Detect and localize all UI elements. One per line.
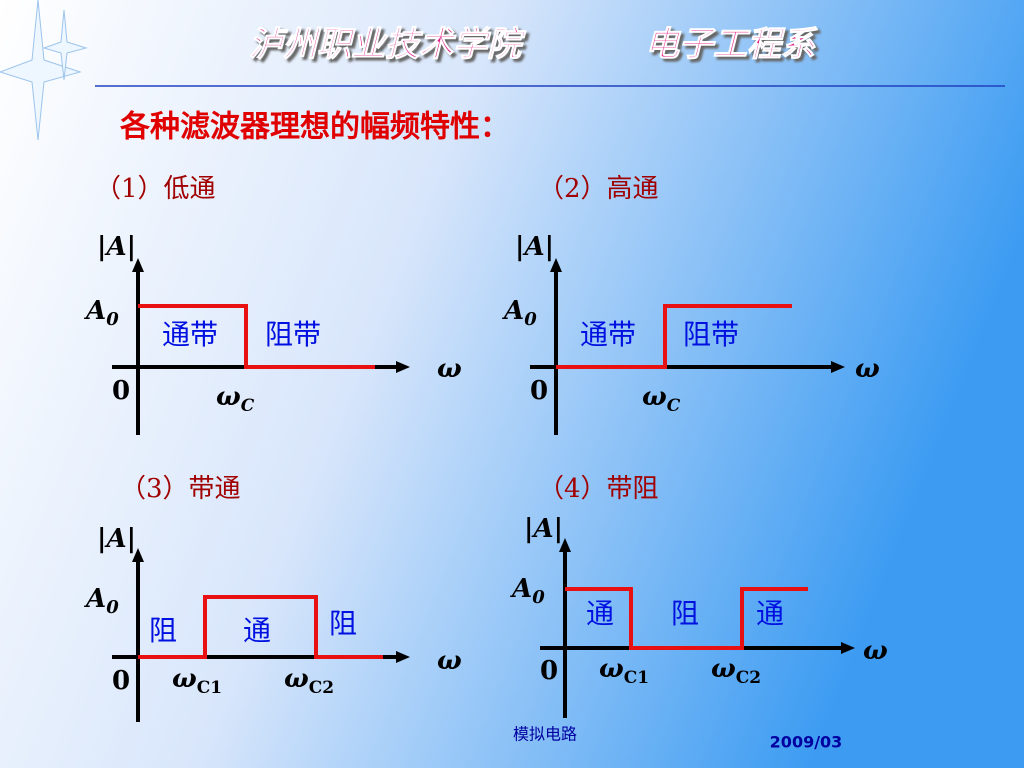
cutoff-label-sub: C	[241, 396, 255, 416]
level-label: A0	[83, 584, 119, 618]
region-label: 通带	[162, 318, 218, 351]
origin-label: 0	[540, 656, 558, 686]
y-label: |A|	[97, 524, 136, 554]
response-line	[565, 587, 808, 650]
panel-title: （1）低通	[95, 174, 216, 204]
level-label-base: A	[83, 296, 106, 326]
cutoff-label: ωC1	[599, 654, 649, 688]
region-label: 通带	[580, 318, 636, 351]
y-label: |A|	[524, 514, 563, 544]
cutoff-label-base: ω	[642, 382, 667, 412]
level-label-sub: 0	[524, 309, 537, 330]
region-label: 阻带	[683, 318, 739, 351]
panel-title: （2）高通	[538, 174, 659, 204]
origin-label: 0	[530, 376, 548, 406]
level-label-sub: 0	[106, 309, 119, 330]
origin-label: 0	[112, 666, 130, 696]
x-arrow	[841, 642, 855, 654]
y-arrow	[559, 538, 571, 552]
x-label: ω	[437, 646, 462, 676]
course: 模拟电路	[513, 725, 577, 744]
date: 2009/03	[770, 733, 843, 752]
sparkle	[0, 0, 88, 141]
region-label: 阻带	[265, 318, 321, 351]
cutoff-label-sub: C1	[624, 668, 649, 688]
cutoff-label: ωC2	[284, 664, 334, 698]
cutoff-label: ωC2	[711, 654, 761, 688]
x-arrow	[831, 361, 845, 373]
cutoff-label-base: ω	[599, 654, 624, 684]
response-line	[556, 304, 792, 369]
department: 电子工程系	[645, 25, 818, 65]
region-label: 通	[586, 597, 614, 630]
region-label: 阻	[671, 597, 699, 630]
heading: 各种滤波器理想的幅频特性：	[119, 110, 510, 145]
response-line	[138, 595, 383, 659]
region-label: 通	[243, 614, 271, 647]
x-label: ω	[855, 354, 880, 384]
school: 泸州职业技术学院	[249, 25, 527, 65]
region-label: 通	[756, 597, 784, 630]
y-arrow	[132, 258, 144, 272]
origin-label: 0	[112, 376, 130, 406]
cutoff-label-sub: C2	[309, 678, 334, 698]
cutoff-label: ωC	[642, 382, 681, 416]
cutoff-label-base: ω	[172, 664, 197, 694]
y-arrow	[132, 548, 144, 562]
x-label: ω	[863, 636, 888, 666]
region-label: 阻	[329, 607, 357, 640]
level-label: A0	[509, 574, 545, 608]
level-label: A0	[83, 296, 119, 330]
response-line	[138, 304, 375, 369]
level-label-base: A	[509, 574, 532, 604]
panel-title: （4）带阻	[538, 474, 659, 504]
level-label-base: A	[501, 296, 524, 326]
cutoff-label: ωC	[216, 382, 255, 416]
level-label-sub: 0	[106, 597, 119, 618]
panel-title: （3）带通	[120, 474, 241, 504]
y-label: |A|	[97, 232, 136, 262]
y-arrow	[550, 258, 562, 272]
level-label-sub: 0	[532, 587, 545, 608]
cutoff-label-sub: C	[667, 396, 681, 416]
y-label: |A|	[515, 232, 554, 262]
level-label-base: A	[83, 584, 106, 614]
x-arrow	[396, 651, 410, 663]
cutoff-label: ωC1	[172, 664, 222, 698]
x-arrow	[396, 361, 410, 373]
cutoff-label-base: ω	[284, 664, 309, 694]
region-label: 阻	[149, 614, 177, 647]
cutoff-label-sub: C1	[197, 678, 222, 698]
cutoff-label-base: ω	[216, 382, 241, 412]
cutoff-label-base: ω	[711, 654, 736, 684]
cutoff-label-sub: C2	[736, 668, 761, 688]
x-label: ω	[437, 354, 462, 384]
level-label: A0	[501, 296, 537, 330]
